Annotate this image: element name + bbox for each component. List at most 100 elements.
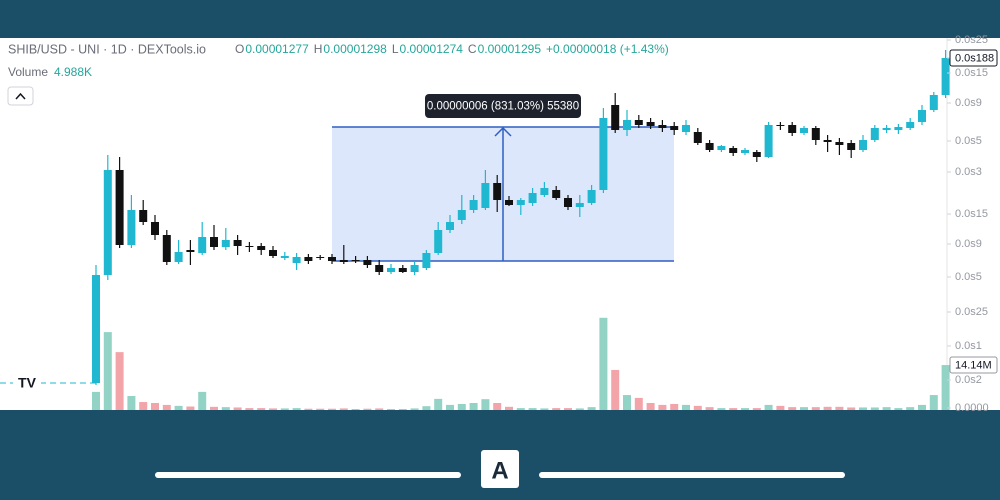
collapse-button[interactable]: [7, 86, 34, 106]
volume-value: 4.988K: [54, 65, 92, 79]
candle-body: [269, 250, 277, 256]
candle-body: [233, 240, 242, 246]
ohlc-legend: O 0.00001277 H 0.00001298 L 0.00001274 C 0.0000…: [235, 42, 669, 56]
candle-body: [906, 122, 915, 128]
volume-bar: [741, 408, 749, 410]
volume-bar: [611, 369, 620, 410]
y-tick-label: 0.0000: [955, 402, 989, 414]
footer-logo: A: [491, 457, 508, 484]
candle-body: [752, 152, 761, 157]
volume-bar: [705, 407, 714, 410]
candle-body: [764, 125, 773, 157]
volume-bar: [894, 408, 903, 410]
volume-bar: [528, 408, 537, 410]
y-tick-label: 0.0s1: [955, 340, 982, 352]
candle-body: [139, 210, 148, 222]
volume-bar: [481, 399, 490, 410]
volume-bar: [127, 396, 136, 410]
ohlc-key: C: [468, 42, 477, 56]
volume-layer: [92, 317, 950, 410]
volume-bar: [292, 408, 301, 410]
candle-body: [941, 58, 950, 95]
candle-body: [398, 268, 407, 272]
volume-tick-box: [949, 356, 998, 374]
candle-body: [505, 200, 513, 205]
candle-body: [103, 170, 112, 275]
measure-label-box: [425, 94, 581, 118]
candle-body: [564, 198, 572, 207]
volume-bar: [552, 408, 561, 410]
measure-label: 0.00000006 (831.03%) 55380: [427, 101, 579, 113]
candle-body: [599, 118, 608, 190]
volume-bar: [304, 408, 313, 410]
candle-body: [328, 257, 336, 261]
volume-bar: [800, 407, 808, 410]
volume-bar: [92, 391, 100, 410]
candle-body: [516, 200, 525, 205]
candle-body: [292, 257, 301, 263]
candle-body: [611, 105, 620, 130]
volume-bar: [516, 408, 525, 410]
ohlc-value: 0.00001295: [478, 42, 542, 56]
price-axis: 0.0s25 0.0s188 0.0s15 0.0s9 0.0s5 0.0s3 0.0s15…: [947, 34, 998, 414]
candle-body: [469, 200, 478, 210]
volume-bar: [139, 402, 148, 410]
volume-bar: [103, 332, 112, 410]
candles-layer: [92, 50, 950, 385]
candle-body: [280, 256, 289, 258]
symbol: SHIB/USD - UNI · 1D · DEXTools.io: [8, 42, 206, 56]
candle-body: [339, 260, 348, 262]
y-tick-label: 0.0s2: [955, 374, 982, 386]
ohlc-key: L: [392, 42, 399, 56]
candle-body: [835, 142, 844, 145]
volume-bar: [339, 408, 348, 410]
candle-body: [705, 143, 714, 150]
volume-bar: [564, 408, 572, 410]
top-band: [0, 0, 1000, 38]
volume-bar: [493, 403, 502, 410]
y-tick-label: 0.0s9: [955, 238, 982, 250]
candle-body: [92, 275, 100, 383]
volume-bar: [693, 405, 702, 410]
candle-body: [387, 268, 395, 272]
candle-body: [646, 122, 655, 126]
candle-body: [457, 210, 466, 220]
candle-body: [493, 183, 502, 200]
ohlc-value: 0.00001277: [245, 42, 309, 56]
candle-body: [587, 190, 596, 203]
candle-body: [623, 120, 631, 130]
candle-body: [363, 260, 372, 265]
volume-bar: [398, 409, 407, 410]
ohlc-value: 0.00001274: [400, 42, 464, 56]
measure-arrowhead: [494, 126, 512, 137]
candle-body: [776, 125, 785, 126]
volume-bar: [363, 408, 372, 410]
candle-body: [198, 237, 207, 253]
volume-bar: [162, 404, 171, 410]
volume-bar: [174, 405, 183, 410]
y-tick-label: 0.0s9: [955, 97, 982, 109]
candle-body: [221, 240, 230, 247]
tv-logo-bg: [13, 369, 41, 397]
volume-bar: [469, 403, 478, 410]
candle-body: [210, 237, 218, 247]
volume-bar: [316, 408, 325, 410]
candle-body: [186, 250, 195, 252]
candle-body: [634, 120, 643, 125]
volume-label: Volume: [8, 65, 48, 79]
volume-bar: [941, 365, 950, 410]
candle-body: [151, 222, 159, 235]
y-tick-label: 0.0s25: [955, 306, 988, 318]
volume-bar: [752, 408, 761, 410]
volume-bar: [434, 398, 443, 410]
volume-bar: [634, 397, 643, 410]
volume-bar: [847, 407, 856, 410]
collapse-icon: [15, 92, 26, 100]
volume-bar: [646, 403, 655, 410]
y-tick-label: 0.0s15: [955, 208, 988, 220]
candle-body: [410, 265, 419, 272]
candle-body: [257, 246, 266, 250]
volume-bar: [269, 408, 277, 410]
volume-bar: [729, 408, 738, 410]
